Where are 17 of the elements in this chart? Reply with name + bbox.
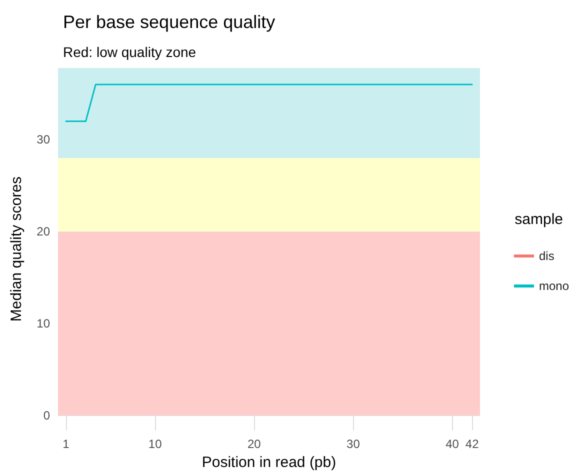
x-tick-label: 42 <box>465 437 480 452</box>
legend-label: mono <box>538 279 570 293</box>
y-tick-label: 10 <box>36 316 50 330</box>
y-tick-label: 0 <box>43 408 50 422</box>
y-tick-label: 20 <box>36 224 50 239</box>
x-tick-label: 20 <box>247 437 262 452</box>
y-axis-title: Median quality scores <box>8 176 25 322</box>
x-tick-label: 30 <box>346 437 360 452</box>
chart-subtitle: Red: low quality zone <box>63 44 196 60</box>
chart-title: Per base sequence quality <box>63 12 276 32</box>
y-tick-label: 30 <box>36 132 50 147</box>
x-axis-title: Position in read (pb) <box>202 454 336 471</box>
x-tick-label: 10 <box>148 437 162 452</box>
x-tick-label: 40 <box>446 437 460 452</box>
legend-title: sample <box>514 211 564 228</box>
legend-label: dis <box>538 249 554 263</box>
x-tick-label: 1 <box>62 437 70 452</box>
